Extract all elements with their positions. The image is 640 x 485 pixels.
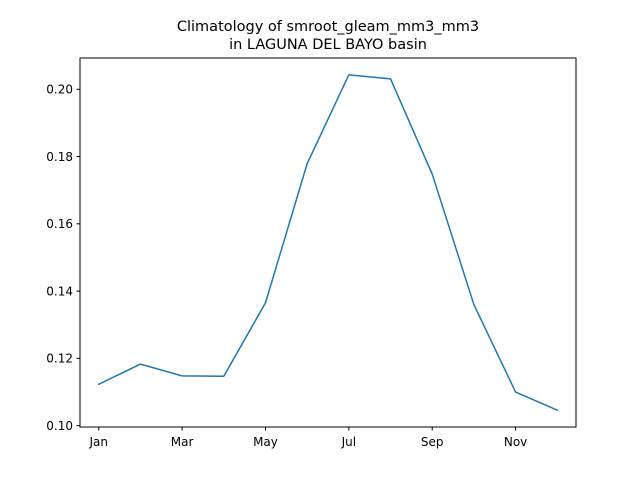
y-tick-label: 0.14: [46, 284, 73, 298]
y-tick-label: 0.16: [46, 217, 73, 231]
series-line-0: [97, 74, 559, 412]
x-axis: Jan Mar May Jul Sep Nov: [89, 427, 527, 449]
x-tick-label: Jan: [89, 435, 109, 449]
x-tick-label: Nov: [504, 435, 527, 449]
chart-title-line-1: Climatology of smroot_gleam_mm3_mm3: [177, 19, 479, 35]
y-tick-label: 0.10: [46, 419, 73, 433]
y-axis: 0.10 0.12 0.14 0.16 0.18 0.20: [46, 83, 80, 433]
x-tick-label: May: [253, 435, 278, 449]
y-tick-label: 0.18: [46, 150, 73, 164]
chart-title-line-2: in LAGUNA DEL BAYO basin: [229, 37, 427, 53]
plot-frame: [79, 57, 577, 428]
x-tick-label: Jul: [341, 435, 356, 449]
x-tick-label: Mar: [171, 435, 194, 449]
x-tick-label: Sep: [421, 435, 444, 449]
series-layer: [97, 74, 559, 412]
y-tick-label: 0.12: [46, 352, 73, 366]
y-tick-label: 0.20: [46, 83, 73, 97]
